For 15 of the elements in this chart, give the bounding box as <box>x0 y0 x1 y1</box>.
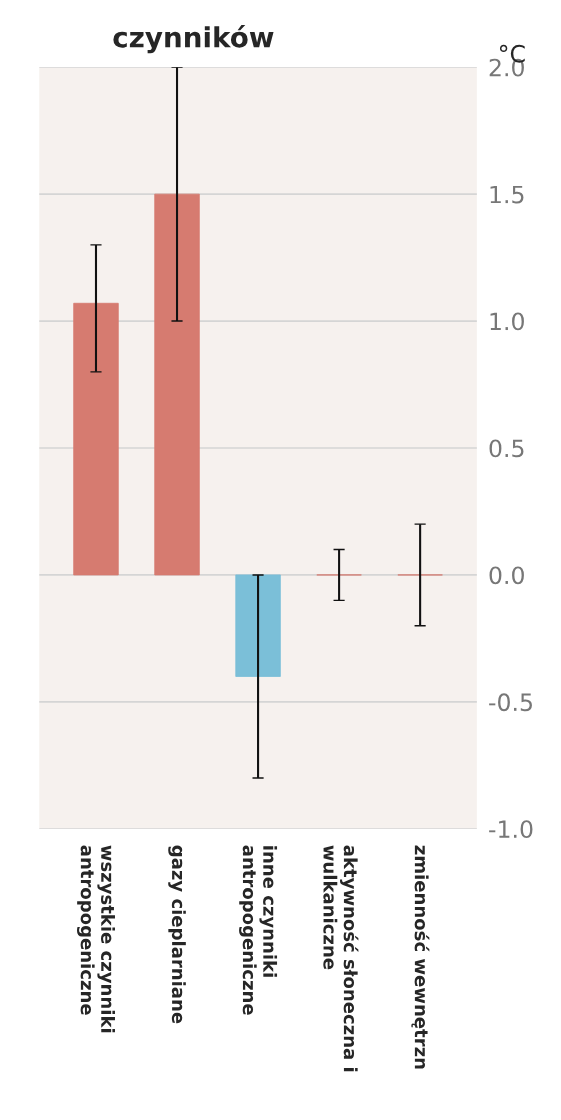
x-tick-label: aktywność słoneczna i wulkaniczne <box>323 845 359 1072</box>
y-tick-label: 0.5 <box>489 439 524 458</box>
y-tick-label: 1.0 <box>490 312 524 331</box>
y-tick-label: -1.0 <box>489 820 533 839</box>
x-tick-label: zmienność wewnętrzn <box>411 845 430 1069</box>
y-tick-label: 1.5 <box>490 185 524 204</box>
bar <box>235 574 281 677</box>
bar <box>73 302 119 576</box>
chart-title: czynników <box>113 25 274 54</box>
y-tick-label: -0.5 <box>489 693 532 712</box>
y-tick-label: 0.0 <box>489 566 524 585</box>
x-tick-label: inne czynniki antropogeniczne <box>239 845 278 1015</box>
bar <box>154 193 200 576</box>
x-tick-label: gazy cieplarniane <box>168 845 186 1024</box>
x-tick-label: wszystkie czynniki antropogeniczne <box>77 845 115 1033</box>
